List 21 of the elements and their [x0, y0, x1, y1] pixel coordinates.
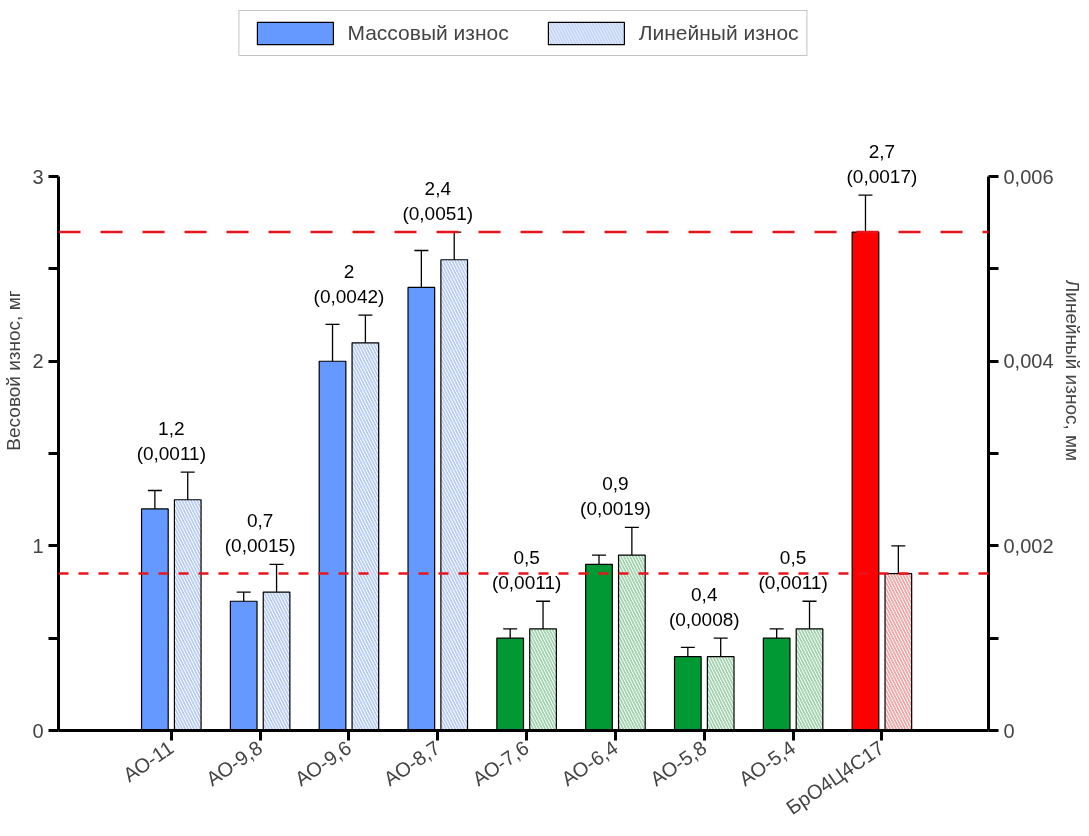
y-tick-label: 2	[32, 350, 44, 373]
y2-tick-label: 0	[1003, 719, 1015, 742]
y2-tick-label: 0,004	[1003, 350, 1054, 373]
y2-axis-title: Линейный износ, мм	[1061, 279, 1083, 462]
annotation: 0,5 (0,0011)	[758, 547, 828, 594]
annotation: 0,7 (0,0015)	[224, 510, 296, 557]
y-axis-title: Весовой износ, мг	[3, 290, 25, 451]
annotation: 2,7 (0,0017)	[846, 140, 918, 188]
annotation: 0,5 (0,0011)	[491, 547, 562, 594]
annotation: 0,4 (0,0008)	[668, 583, 740, 631]
annotation: 0,9 (0,0019)	[580, 473, 651, 520]
y-tick-label: 1	[32, 534, 44, 557]
legend-label: Линейный износ	[638, 21, 799, 45]
y2-tick-label: 0,006	[1003, 165, 1054, 188]
annotation: 1,2 (0,0011)	[136, 417, 206, 465]
y2-tick-label: 0,002	[1003, 534, 1054, 557]
legend-label: Массовый износ	[347, 21, 509, 45]
y-tick-label: 3	[32, 165, 44, 188]
annotation: 2 (0,0042)	[313, 260, 385, 308]
y-tick-label: 0	[32, 719, 44, 742]
annotation: 2,4 (0,0051)	[402, 177, 474, 225]
